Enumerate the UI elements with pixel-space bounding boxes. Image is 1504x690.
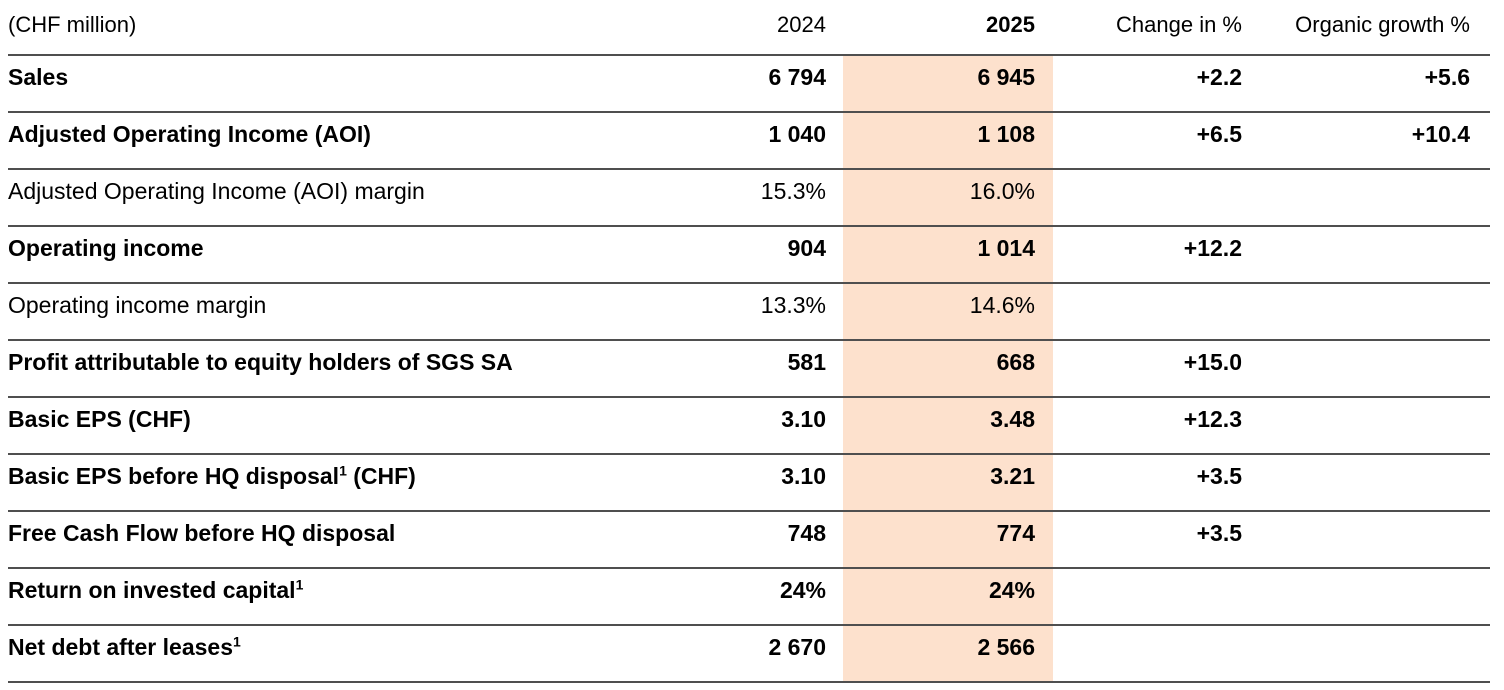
value-2024: 904 — [787, 235, 826, 261]
row-label: Operating income — [8, 226, 638, 283]
value-2025: 3.21 — [843, 454, 1053, 511]
value-organic-growth-percent — [1260, 511, 1490, 568]
row-label-text: Sales — [8, 64, 69, 90]
value-change-percent: +3.5 — [1196, 520, 1242, 546]
value-organic-growth-percent — [1260, 283, 1490, 340]
table-row: Operating income 904 1 014 +12.2 — [8, 226, 1490, 283]
value-organic-growth-percent: +10.4 — [1411, 121, 1470, 147]
table-row: Adjusted Operating Income (AOI) 1 040 1 … — [8, 112, 1490, 169]
value-organic-growth-percent — [1260, 226, 1490, 283]
row-label-text: Return on invested capital — [8, 577, 296, 603]
row-label-text: Basic EPS before HQ disposal — [8, 463, 340, 489]
column-header-change-in-percent: Change in % — [1116, 12, 1242, 37]
row-label-text: Adjusted Operating Income (AOI) margin — [8, 178, 425, 204]
row-label: Sales — [8, 55, 638, 112]
table-row: Net debt after leases1 2 670 2 566 — [8, 625, 1490, 682]
row-label: Return on invested capital1 — [8, 568, 638, 625]
value-2025: 6 945 — [843, 55, 1053, 112]
table-row: Adjusted Operating Income (AOI) margin 1… — [8, 169, 1490, 226]
value-organic-growth-percent — [1260, 340, 1490, 397]
row-label: Basic EPS (CHF) — [8, 397, 638, 454]
row-label-text: Adjusted Operating Income (AOI) — [8, 121, 371, 147]
value-change-percent: +12.3 — [1183, 406, 1242, 432]
value-2025: 774 — [843, 511, 1053, 568]
table-row: Return on invested capital1 24% 24% — [8, 568, 1490, 625]
value-2025: 1 014 — [843, 226, 1053, 283]
row-label-text: Operating income margin — [8, 292, 267, 318]
column-header-organic-growth-percent: Organic growth % — [1295, 12, 1470, 37]
value-2024: 13.3% — [760, 292, 826, 318]
table-row: Sales 6 794 6 945 +2.2 +5.6 — [8, 55, 1490, 112]
table-row: Basic EPS before HQ disposal1 (CHF) 3.10… — [8, 454, 1490, 511]
row-label: Operating income margin — [8, 283, 638, 340]
value-change-percent: +12.2 — [1183, 235, 1242, 261]
row-label: Profit attributable to equity holders of… — [8, 340, 638, 397]
value-change-percent — [1053, 283, 1260, 340]
value-organic-growth-percent — [1260, 454, 1490, 511]
footnote-superscript: 1 — [339, 462, 347, 479]
row-label: Net debt after leases1 — [8, 625, 638, 682]
table-row: Operating income margin 13.3% 14.6% — [8, 283, 1490, 340]
value-change-percent: +15.0 — [1183, 349, 1242, 375]
value-2025: 3.48 — [843, 397, 1053, 454]
row-label-text: Operating income — [8, 235, 204, 261]
value-change-percent — [1053, 568, 1260, 625]
value-change-percent: +3.5 — [1196, 463, 1242, 489]
value-2025: 24% — [843, 568, 1053, 625]
value-change-percent — [1053, 169, 1260, 226]
value-2024: 3.10 — [781, 463, 826, 489]
value-organic-growth-percent — [1260, 625, 1490, 682]
table-row: Basic EPS (CHF) 3.10 3.48 +12.3 — [8, 397, 1490, 454]
value-2024: 2 670 — [768, 634, 826, 660]
value-2025: 1 108 — [843, 112, 1053, 169]
value-organic-growth-percent: +5.6 — [1424, 64, 1470, 90]
value-2024: 581 — [787, 349, 826, 375]
value-2024: 3.10 — [781, 406, 826, 432]
value-organic-growth-percent — [1260, 169, 1490, 226]
value-2025: 14.6% — [843, 283, 1053, 340]
value-2024: 24% — [779, 577, 826, 603]
footnote-superscript: 1 — [232, 633, 241, 650]
value-organic-growth-percent — [1260, 397, 1490, 454]
value-2024: 1 040 — [768, 121, 826, 147]
column-header-2025: 2025 — [986, 12, 1035, 37]
row-label: Free Cash Flow before HQ disposal — [8, 511, 638, 568]
value-2024: 6 794 — [768, 64, 826, 90]
row-label: Adjusted Operating Income (AOI) — [8, 112, 638, 169]
value-2025: 668 — [843, 340, 1053, 397]
row-label-suffix: (CHF) — [346, 463, 416, 489]
unit-label: (CHF million) — [8, 12, 137, 37]
row-label-text: Basic EPS (CHF) — [8, 406, 191, 432]
row-label: Adjusted Operating Income (AOI) margin — [8, 169, 638, 226]
value-2025: 16.0% — [843, 169, 1053, 226]
value-change-percent: +6.5 — [1196, 121, 1242, 147]
row-label: Basic EPS before HQ disposal1 (CHF) — [8, 454, 638, 511]
value-change-percent: +2.2 — [1196, 64, 1242, 90]
value-2024: 748 — [787, 520, 826, 546]
value-2025: 2 566 — [843, 625, 1053, 682]
table-row: Profit attributable to equity holders of… — [8, 340, 1490, 397]
row-label-text: Free Cash Flow before HQ disposal — [8, 520, 396, 546]
value-change-percent — [1053, 625, 1260, 682]
table-body: Sales 6 794 6 945 +2.2 +5.6 Adjusted Ope… — [8, 55, 1490, 682]
table-row: Free Cash Flow before HQ disposal 748 77… — [8, 511, 1490, 568]
footnote-superscript: 1 — [295, 576, 304, 593]
table-header-row: (CHF million) 2024 2025 Change in % Orga… — [8, 0, 1490, 55]
column-header-2024: 2024 — [777, 12, 826, 37]
row-label-text: Profit attributable to equity holders of… — [8, 349, 513, 375]
financial-results-table: (CHF million) 2024 2025 Change in % Orga… — [8, 0, 1490, 683]
value-organic-growth-percent — [1260, 568, 1490, 625]
row-label-text: Net debt after leases — [8, 634, 233, 660]
value-2024: 15.3% — [760, 178, 826, 204]
